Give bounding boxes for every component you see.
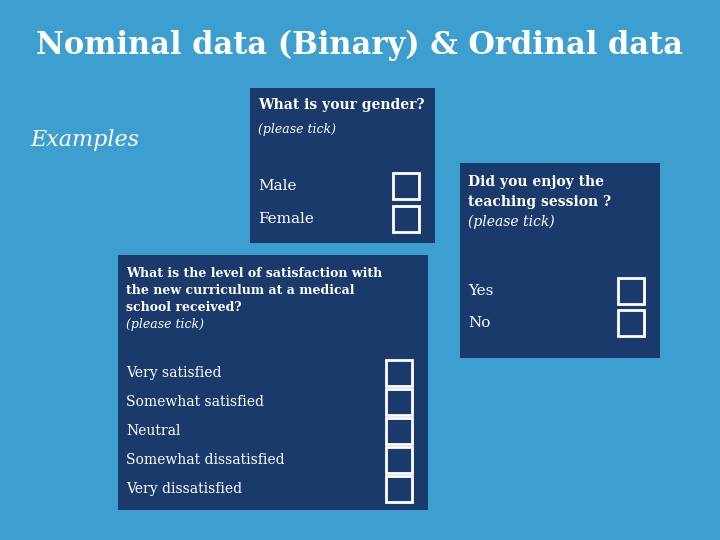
Text: (please tick): (please tick) <box>258 123 336 136</box>
Bar <box>386 476 412 502</box>
Text: Neutral: Neutral <box>126 424 181 438</box>
Text: What is your gender?: What is your gender? <box>258 98 425 112</box>
Bar <box>393 206 419 232</box>
Text: Somewhat satisfied: Somewhat satisfied <box>126 395 264 409</box>
Bar <box>618 310 644 336</box>
Bar <box>386 447 412 473</box>
Text: What is the level of satisfaction with: What is the level of satisfaction with <box>126 267 382 280</box>
Bar <box>386 418 412 444</box>
Text: (please tick): (please tick) <box>126 318 204 331</box>
Text: Female: Female <box>258 212 314 226</box>
Bar <box>250 88 435 243</box>
Text: Somewhat dissatisfied: Somewhat dissatisfied <box>126 453 284 467</box>
Text: Male: Male <box>258 179 297 193</box>
Text: Very dissatisfied: Very dissatisfied <box>126 482 242 496</box>
Text: (please tick): (please tick) <box>468 215 554 230</box>
Text: Yes: Yes <box>468 284 493 298</box>
Bar <box>118 255 428 510</box>
Bar <box>393 173 419 199</box>
Bar <box>386 389 412 415</box>
Text: school received?: school received? <box>126 301 246 314</box>
Text: Very satisfied: Very satisfied <box>126 366 222 380</box>
Bar <box>618 278 644 304</box>
Text: No: No <box>468 316 490 330</box>
Text: Did you enjoy the: Did you enjoy the <box>468 175 604 189</box>
Bar <box>460 163 660 358</box>
Text: the new curriculum at a medical: the new curriculum at a medical <box>126 284 354 297</box>
Text: Examples: Examples <box>30 129 139 151</box>
Bar <box>386 360 412 386</box>
Text: Nominal data (Binary) & Ordinal data: Nominal data (Binary) & Ordinal data <box>37 29 683 60</box>
Text: teaching session ?: teaching session ? <box>468 195 611 209</box>
